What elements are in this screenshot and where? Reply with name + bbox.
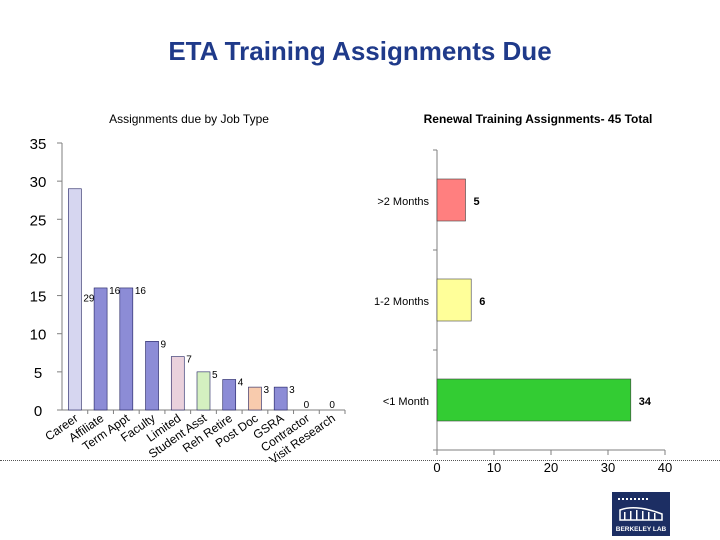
bar (436, 378, 632, 422)
bar (93, 287, 108, 411)
bar (273, 386, 288, 411)
y-tick-label: >2 Months (377, 196, 429, 208)
chart-title: Renewal Training Assignments- 45 Total (424, 112, 653, 126)
y-tick-label: 1-2 Months (374, 296, 430, 308)
data-label: 16 (135, 286, 147, 297)
bar (436, 178, 466, 222)
data-label: 3 (263, 385, 269, 396)
data-label: 9 (161, 339, 167, 350)
y-tick-label: 10 (30, 327, 47, 344)
data-label: 34 (639, 396, 652, 408)
data-label: 29 (83, 294, 95, 305)
footer-divider (0, 460, 720, 461)
y-tick-label: <1 Month (383, 396, 429, 408)
y-tick-label: 35 (30, 136, 47, 153)
data-label: 0 (304, 400, 310, 411)
data-label: 4 (238, 377, 244, 388)
bar (196, 371, 211, 411)
bar (145, 341, 159, 411)
data-label: 16 (109, 286, 121, 297)
logo-text: BERKELEY LAB (616, 526, 667, 533)
y-tick-label: 20 (30, 250, 47, 267)
x-tick-label: 20 (544, 460, 558, 475)
bar (222, 379, 237, 411)
slide-title: ETA Training Assignments Due (168, 36, 552, 66)
x-tick-label: 10 (487, 460, 501, 475)
data-label: 7 (186, 355, 192, 366)
bar (436, 278, 472, 322)
y-tick-label: 0 (34, 403, 42, 420)
bar (119, 287, 134, 411)
bar (68, 188, 82, 411)
y-tick-label: 5 (34, 365, 42, 382)
x-tick-label: 40 (658, 460, 672, 475)
renewal-chart: Renewal Training Assignments- 45 Total 0 1… (374, 112, 672, 475)
data-label: 6 (479, 296, 485, 308)
data-label: 0 (329, 400, 335, 411)
y-tick-label: 15 (30, 289, 47, 306)
chart-title: Assignments due by Job Type (109, 112, 269, 126)
y-tick-label: 25 (30, 212, 47, 229)
x-tick-label: 30 (601, 460, 615, 475)
data-label: 3 (289, 385, 295, 396)
job-type-chart: Assignments due by Job Type0510152025303… (30, 112, 346, 467)
y-tick-label: 30 (30, 174, 47, 191)
data-label: 5 (212, 370, 218, 381)
data-label: 5 (474, 196, 480, 208)
berkeley-lab-logo: BERKELEY LAB (612, 492, 670, 536)
bar (170, 356, 185, 411)
x-tick-label: 0 (433, 460, 440, 475)
bar (248, 386, 262, 411)
